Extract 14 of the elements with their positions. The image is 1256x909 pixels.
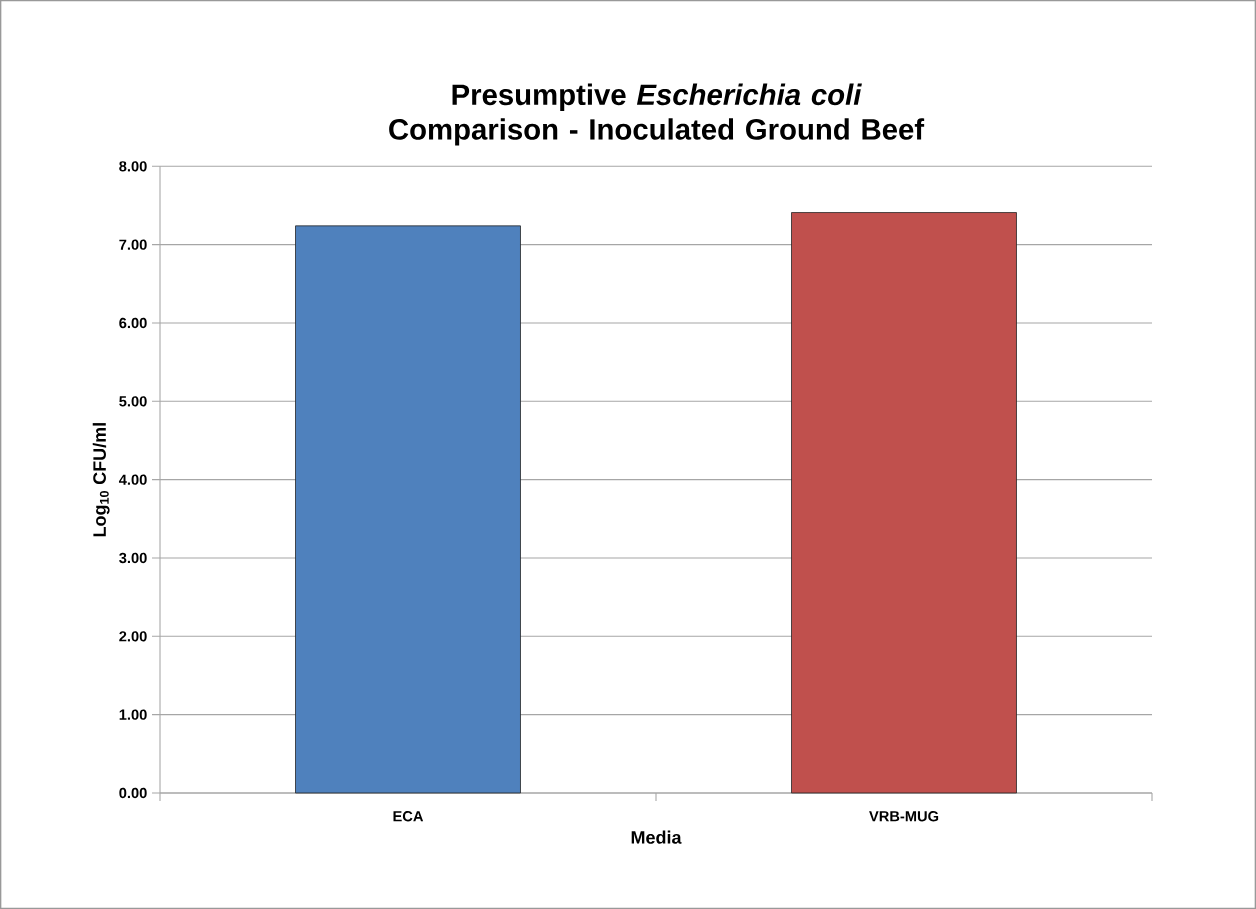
y-tick-label: 3.00 <box>119 552 147 564</box>
y-tick-label: 8.00 <box>119 161 147 172</box>
x-tick-label: ECA <box>393 811 424 822</box>
y-tick-label: 6.00 <box>119 317 147 329</box>
y-tick-label: 4.00 <box>118 474 147 485</box>
x-axis-title: Media <box>631 830 682 844</box>
chart-title: Presumptive Escherichia coli Comparison - Inoculated Ground Beef <box>389 83 925 146</box>
y-tick-label: 7.00 <box>119 239 147 250</box>
y-axis-title: Log$_{10}$ CFU/ml <box>92 423 110 537</box>
x-tick-label: VRB-MUG <box>869 811 939 822</box>
y-tick-label: 5.00 <box>119 396 147 407</box>
y-tick-label: 0.00 <box>119 787 147 799</box>
y-tick-label: 2.00 <box>119 631 147 642</box>
y-tick-label: 1.00 <box>119 709 147 720</box>
